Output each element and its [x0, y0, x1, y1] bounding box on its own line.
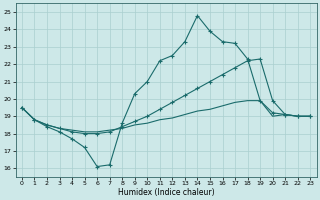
X-axis label: Humidex (Indice chaleur): Humidex (Indice chaleur)	[118, 188, 214, 197]
